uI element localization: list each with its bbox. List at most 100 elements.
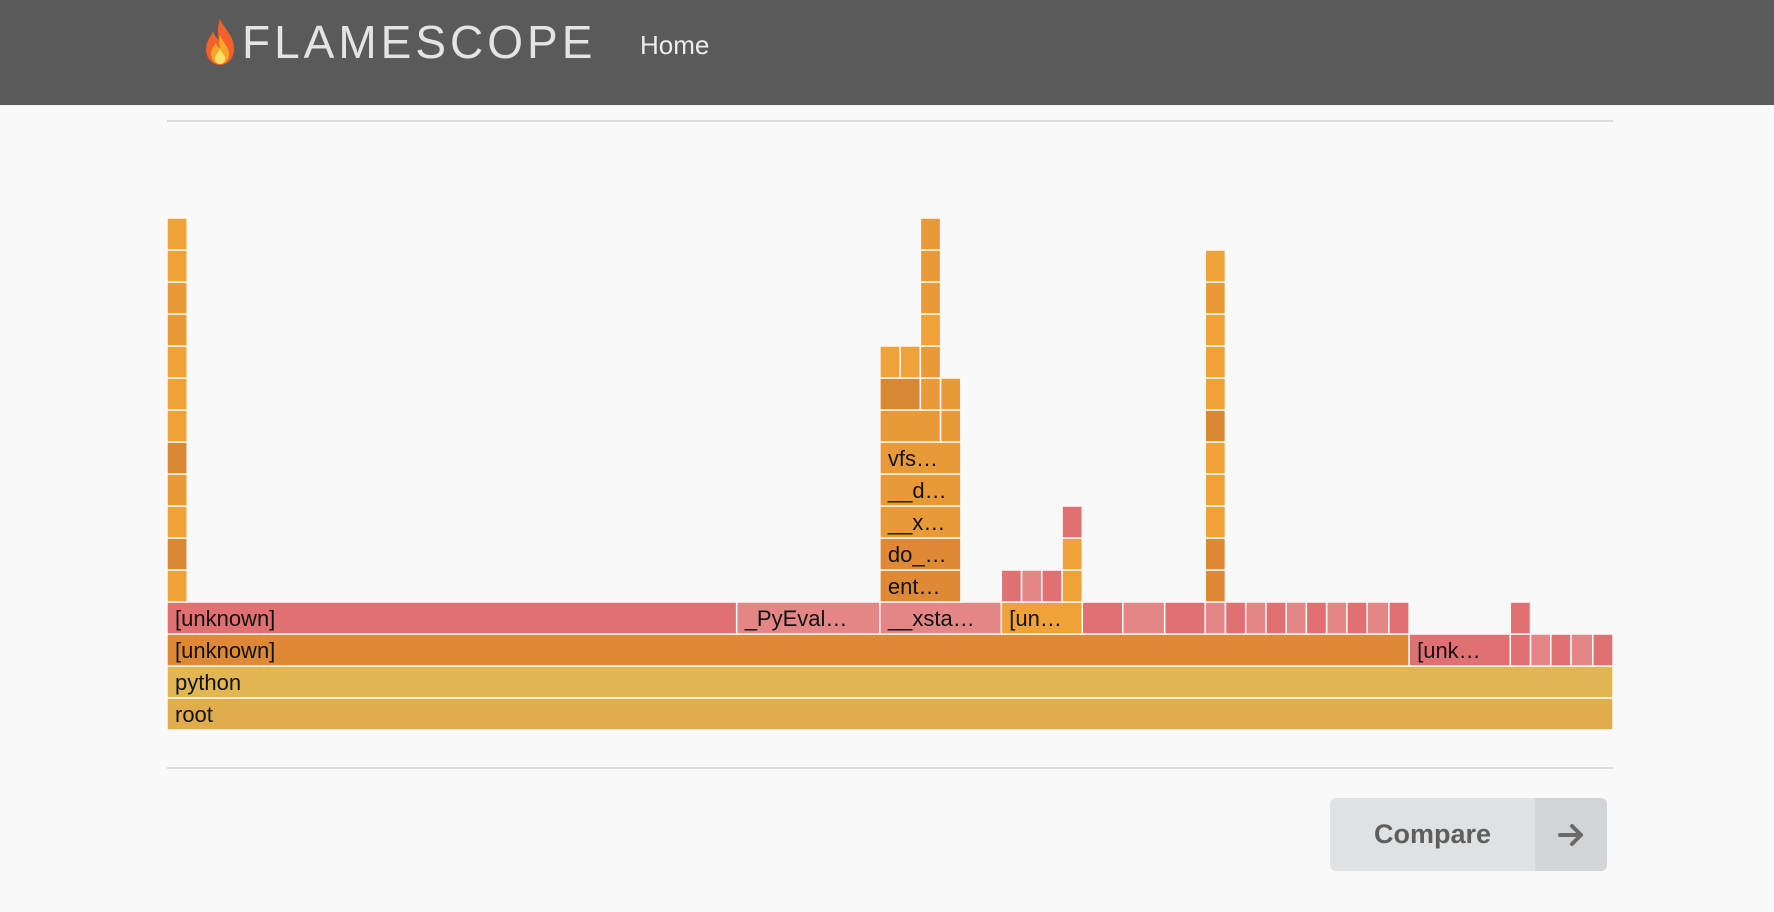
flame-frame[interactable]: [unk… [1408,633,1512,667]
flame-frame-rect[interactable] [1163,601,1206,635]
flame-frame-rect[interactable] [1204,409,1227,443]
flame-frame-rect[interactable] [879,505,962,539]
flame-frame[interactable] [167,345,188,379]
flame-frame[interactable] [1061,505,1084,539]
flame-frame[interactable] [879,409,942,443]
flame-frame[interactable] [939,377,962,411]
flame-frame-rect[interactable] [919,249,942,283]
flame-frame[interactable] [1204,537,1227,571]
flame-frame-rect[interactable] [1204,505,1227,539]
flame-frame-rect[interactable] [1204,377,1227,411]
flame-frame-rect[interactable] [1061,505,1084,539]
flame-frame[interactable] [167,249,188,283]
flame-frame[interactable] [1305,601,1328,635]
flame-frame[interactable]: [unknown] [167,601,738,635]
flame-frame-rect[interactable] [919,377,942,411]
flame-frame[interactable] [919,217,942,251]
flame-frame-rect[interactable] [167,441,188,475]
flame-frame-rect[interactable] [879,377,922,411]
flame-frame[interactable] [167,313,188,347]
flame-frame-rect[interactable] [1285,601,1308,635]
flame-frame[interactable]: _PyEval… [735,601,881,635]
flame-frame-rect[interactable] [1592,633,1613,667]
flame-frame-rect[interactable] [167,697,1613,730]
flame-frame-rect[interactable] [167,313,188,347]
flame-frame-rect[interactable] [919,345,942,379]
flame-frame[interactable] [167,569,188,603]
flame-frame[interactable] [899,345,922,379]
flame-frame-rect[interactable] [919,217,942,251]
flame-frame[interactable] [1244,601,1267,635]
flame-frame-rect[interactable] [879,345,901,379]
flame-frame-rect[interactable] [1366,601,1390,635]
flame-frame-rect[interactable] [167,473,188,507]
flame-frame-rect[interactable] [167,217,188,251]
flame-frame[interactable] [1204,409,1227,443]
flame-frame-rect[interactable] [1550,633,1572,667]
flame-frame[interactable] [1204,473,1227,507]
flame-frame[interactable] [1224,601,1247,635]
flame-frame-rect[interactable] [167,601,738,635]
flame-frame[interactable] [167,377,188,411]
flame-frame[interactable] [1529,633,1552,667]
flame-frame[interactable] [919,345,942,379]
flame-frame-rect[interactable] [919,313,942,347]
flame-frame-rect[interactable] [1388,601,1410,635]
flame-frame-rect[interactable] [1224,601,1247,635]
flame-frame[interactable] [1509,601,1532,635]
flame-frame-rect[interactable] [1000,569,1023,603]
flame-frame-rect[interactable] [1122,601,1166,635]
flame-frame-rect[interactable] [1204,313,1227,347]
flame-frame[interactable]: ent… [879,569,962,603]
flame-frame[interactable] [1265,601,1287,635]
flame-frame[interactable] [919,281,942,315]
flame-frame[interactable] [1366,601,1390,635]
flame-frame-rect[interactable] [167,665,1613,699]
flame-frame-rect[interactable] [167,345,188,379]
flame-frame[interactable] [1204,505,1227,539]
flame-frame-rect[interactable] [879,473,962,507]
flame-frame[interactable] [167,409,188,443]
flame-frame[interactable] [1346,601,1368,635]
flame-frame-rect[interactable] [1244,601,1267,635]
flame-frame[interactable] [1061,569,1084,603]
flame-frame-rect[interactable] [1061,537,1084,571]
flame-frame-rect[interactable] [167,249,188,283]
flame-frame-rect[interactable] [1020,569,1043,603]
flame-frame-rect[interactable] [879,569,962,603]
flame-frame-rect[interactable] [879,601,1003,635]
flame-frame[interactable] [1388,601,1410,635]
flame-frame-rect[interactable] [919,281,942,315]
flame-frame-rect[interactable] [1265,601,1287,635]
flame-frame[interactable] [1204,377,1227,411]
flame-frame[interactable] [1204,313,1227,347]
flame-frame-rect[interactable] [1325,601,1348,635]
flame-frame[interactable]: [unknown] [167,633,1410,667]
flame-frame-rect[interactable] [167,377,188,411]
flame-frame-rect[interactable] [939,409,962,443]
flame-frame[interactable] [919,249,942,283]
flame-frame[interactable] [1592,633,1613,667]
flame-frame-rect[interactable] [1570,633,1594,667]
flame-frame[interactable]: root [167,697,1613,730]
flame-frame[interactable] [1204,601,1227,635]
flame-frame[interactable] [1325,601,1348,635]
flame-frame-rect[interactable] [1081,601,1124,635]
compare-button[interactable]: Compare [1330,798,1607,871]
flame-frame[interactable] [1204,569,1227,603]
flame-frame[interactable] [167,537,188,571]
flame-frame-rect[interactable] [1509,633,1532,667]
flame-frame-rect[interactable] [1509,601,1532,635]
flame-frame[interactable] [879,345,901,379]
flame-frame-rect[interactable] [1204,473,1227,507]
flame-frame-rect[interactable] [1204,345,1227,379]
flame-frame[interactable] [167,441,188,475]
flame-frame-rect[interactable] [1204,441,1227,475]
flame-frame-rect[interactable] [1204,537,1227,571]
flame-frame[interactable]: do_… [879,537,962,571]
flame-frame-rect[interactable] [167,505,188,539]
flame-frame[interactable]: __xsta… [879,601,1003,635]
flame-frame-rect[interactable] [879,537,962,571]
flame-frame[interactable] [1020,569,1043,603]
flame-frame[interactable] [939,409,962,443]
